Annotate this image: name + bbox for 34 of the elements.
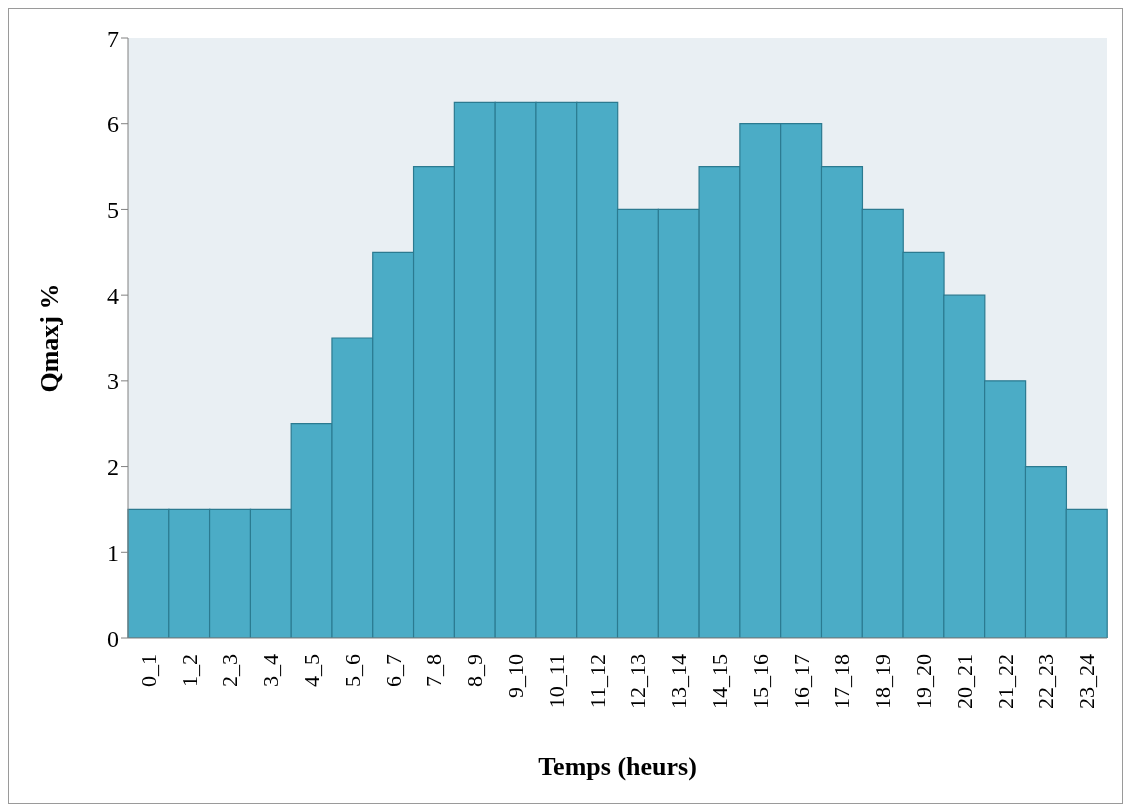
y-tick-label: 1 <box>107 539 119 566</box>
x-tick-label: 23_24 <box>1074 654 1100 709</box>
x-tick-label: 1_2 <box>176 654 202 687</box>
x-tick-label: 8_9 <box>462 654 488 687</box>
x-tick-label: 11_12 <box>584 654 610 709</box>
x-tick-label: 13_14 <box>666 654 692 709</box>
x-tick-label: 7_8 <box>421 654 447 687</box>
x-tick-label: 17_18 <box>829 654 855 709</box>
x-tick-label: 15_16 <box>747 654 773 709</box>
x-tick-label: 19_20 <box>910 654 936 709</box>
x-tick-label: 14_15 <box>706 654 732 709</box>
x-tick-label: 16_17 <box>788 654 814 709</box>
x-tick-label: 5_6 <box>339 654 365 687</box>
y-tick-label: 6 <box>107 111 119 138</box>
y-tick-label: 7 <box>107 25 119 52</box>
y-tick-label: 2 <box>107 454 119 481</box>
y-tick-label: 5 <box>107 196 119 223</box>
x-tick-label: 20_21 <box>951 654 977 709</box>
x-tick-label: 6_7 <box>380 654 406 687</box>
x-tick-label: 2_3 <box>217 654 243 687</box>
x-tick-label: 10_11 <box>543 654 569 709</box>
x-tick-label: 12_13 <box>625 654 651 709</box>
y-tick-label: 4 <box>107 282 119 309</box>
x-tick-label: 4_5 <box>299 654 325 687</box>
x-tick-label: 22_23 <box>1033 654 1059 709</box>
x-tick-label: 21_22 <box>992 654 1018 709</box>
x-axis-title: Temps (heurs) <box>538 752 697 781</box>
x-tick-label: 0_1 <box>135 654 161 687</box>
y-tick-label: 3 <box>107 368 119 395</box>
y-tick-label: 0 <box>107 625 119 652</box>
x-tick-label: 3_4 <box>258 654 284 687</box>
y-axis-title: Qmaxj % <box>35 283 65 393</box>
x-tick-label: 9_10 <box>503 654 529 698</box>
x-tick-label: 18_19 <box>870 654 896 709</box>
